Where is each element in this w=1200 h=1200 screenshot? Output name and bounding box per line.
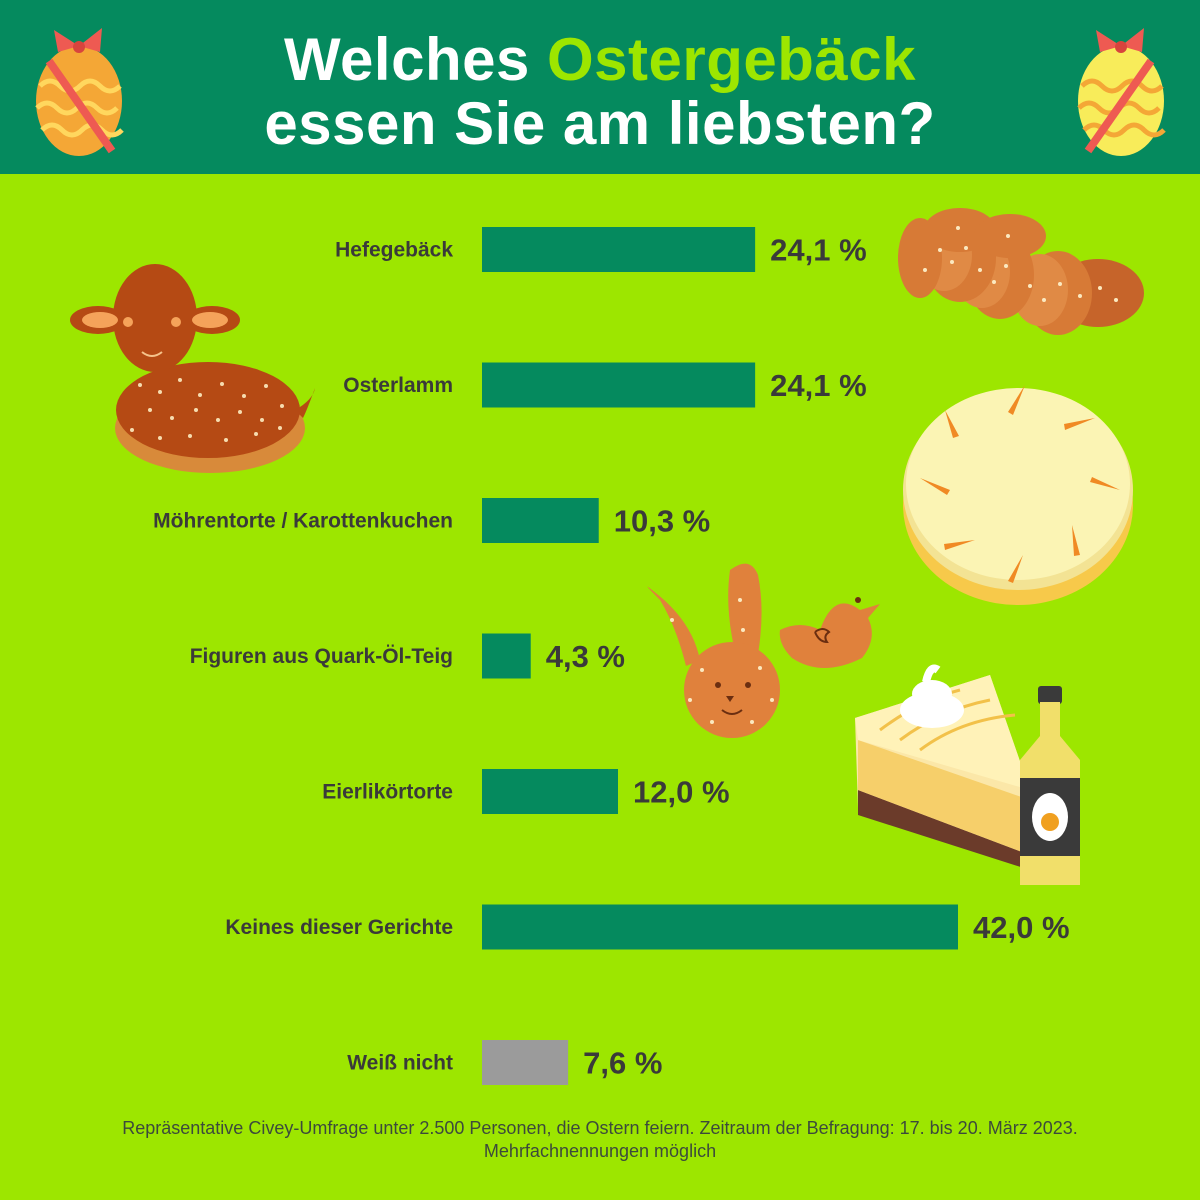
footnote-line-2: Mehrfachnennungen möglich — [483, 1141, 717, 1161]
title-line-1: Welches Ostergebäck — [0, 28, 1200, 92]
bar — [482, 1040, 569, 1085]
easter-lamb-cake-icon — [70, 264, 315, 473]
value-label: 10,3 % — [614, 504, 711, 539]
bar — [482, 904, 958, 950]
bar — [482, 227, 756, 272]
category-label: Figuren aus Quark-Öl-Teig — [190, 645, 453, 668]
title-plain-text: Welches — [283, 26, 530, 93]
page-title: Welches Ostergebäck essen Sie am liebste… — [0, 28, 1200, 156]
header-banner — [0, 0, 1200, 174]
easter-egg-icon — [35, 28, 124, 156]
chick-cookie-icon — [779, 597, 880, 668]
bar — [482, 633, 531, 679]
category-label: Hefegebäck — [335, 239, 453, 262]
value-label: 7,6 % — [583, 1046, 662, 1081]
bar — [482, 362, 756, 408]
value-label: 42,0 % — [973, 910, 1070, 945]
title-accent-text: Ostergebäck — [547, 26, 917, 93]
value-label: 12,0 % — [633, 775, 730, 810]
bar — [482, 769, 618, 814]
eggnog-bottle-icon — [1020, 686, 1080, 885]
easter-egg-icon — [1077, 28, 1166, 156]
category-label: Weiß nicht — [347, 1052, 453, 1075]
footnote-line-1: Repräsentative Civey-Umfrage unter 2.500… — [122, 1118, 1078, 1138]
category-label: Osterlamm — [343, 374, 453, 397]
bar — [482, 498, 599, 543]
title-line-2: essen Sie am liebsten? — [264, 90, 936, 157]
category-label: Möhrentorte / Karottenkuchen — [153, 510, 453, 533]
value-label: 4,3 % — [546, 639, 625, 674]
category-label: Keines dieser Gerichte — [225, 916, 453, 939]
category-label: Eierlikörtorte — [322, 781, 453, 804]
eggnog-cake-icon — [855, 664, 1030, 870]
footnote: Repräsentative Civey-Umfrage unter 2.500… — [0, 1117, 1200, 1163]
braided-yeast-bread-icon — [898, 208, 1144, 335]
value-label: 24,1 % — [770, 368, 867, 403]
bunny-cookie-icon — [647, 563, 780, 738]
carrot-cake-icon — [903, 385, 1133, 605]
value-label: 24,1 % — [770, 233, 867, 268]
